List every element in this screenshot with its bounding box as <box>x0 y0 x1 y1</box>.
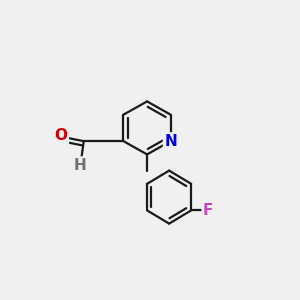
Text: N: N <box>164 134 177 149</box>
Text: H: H <box>74 158 86 173</box>
Text: F: F <box>203 203 213 218</box>
Text: O: O <box>55 128 68 143</box>
